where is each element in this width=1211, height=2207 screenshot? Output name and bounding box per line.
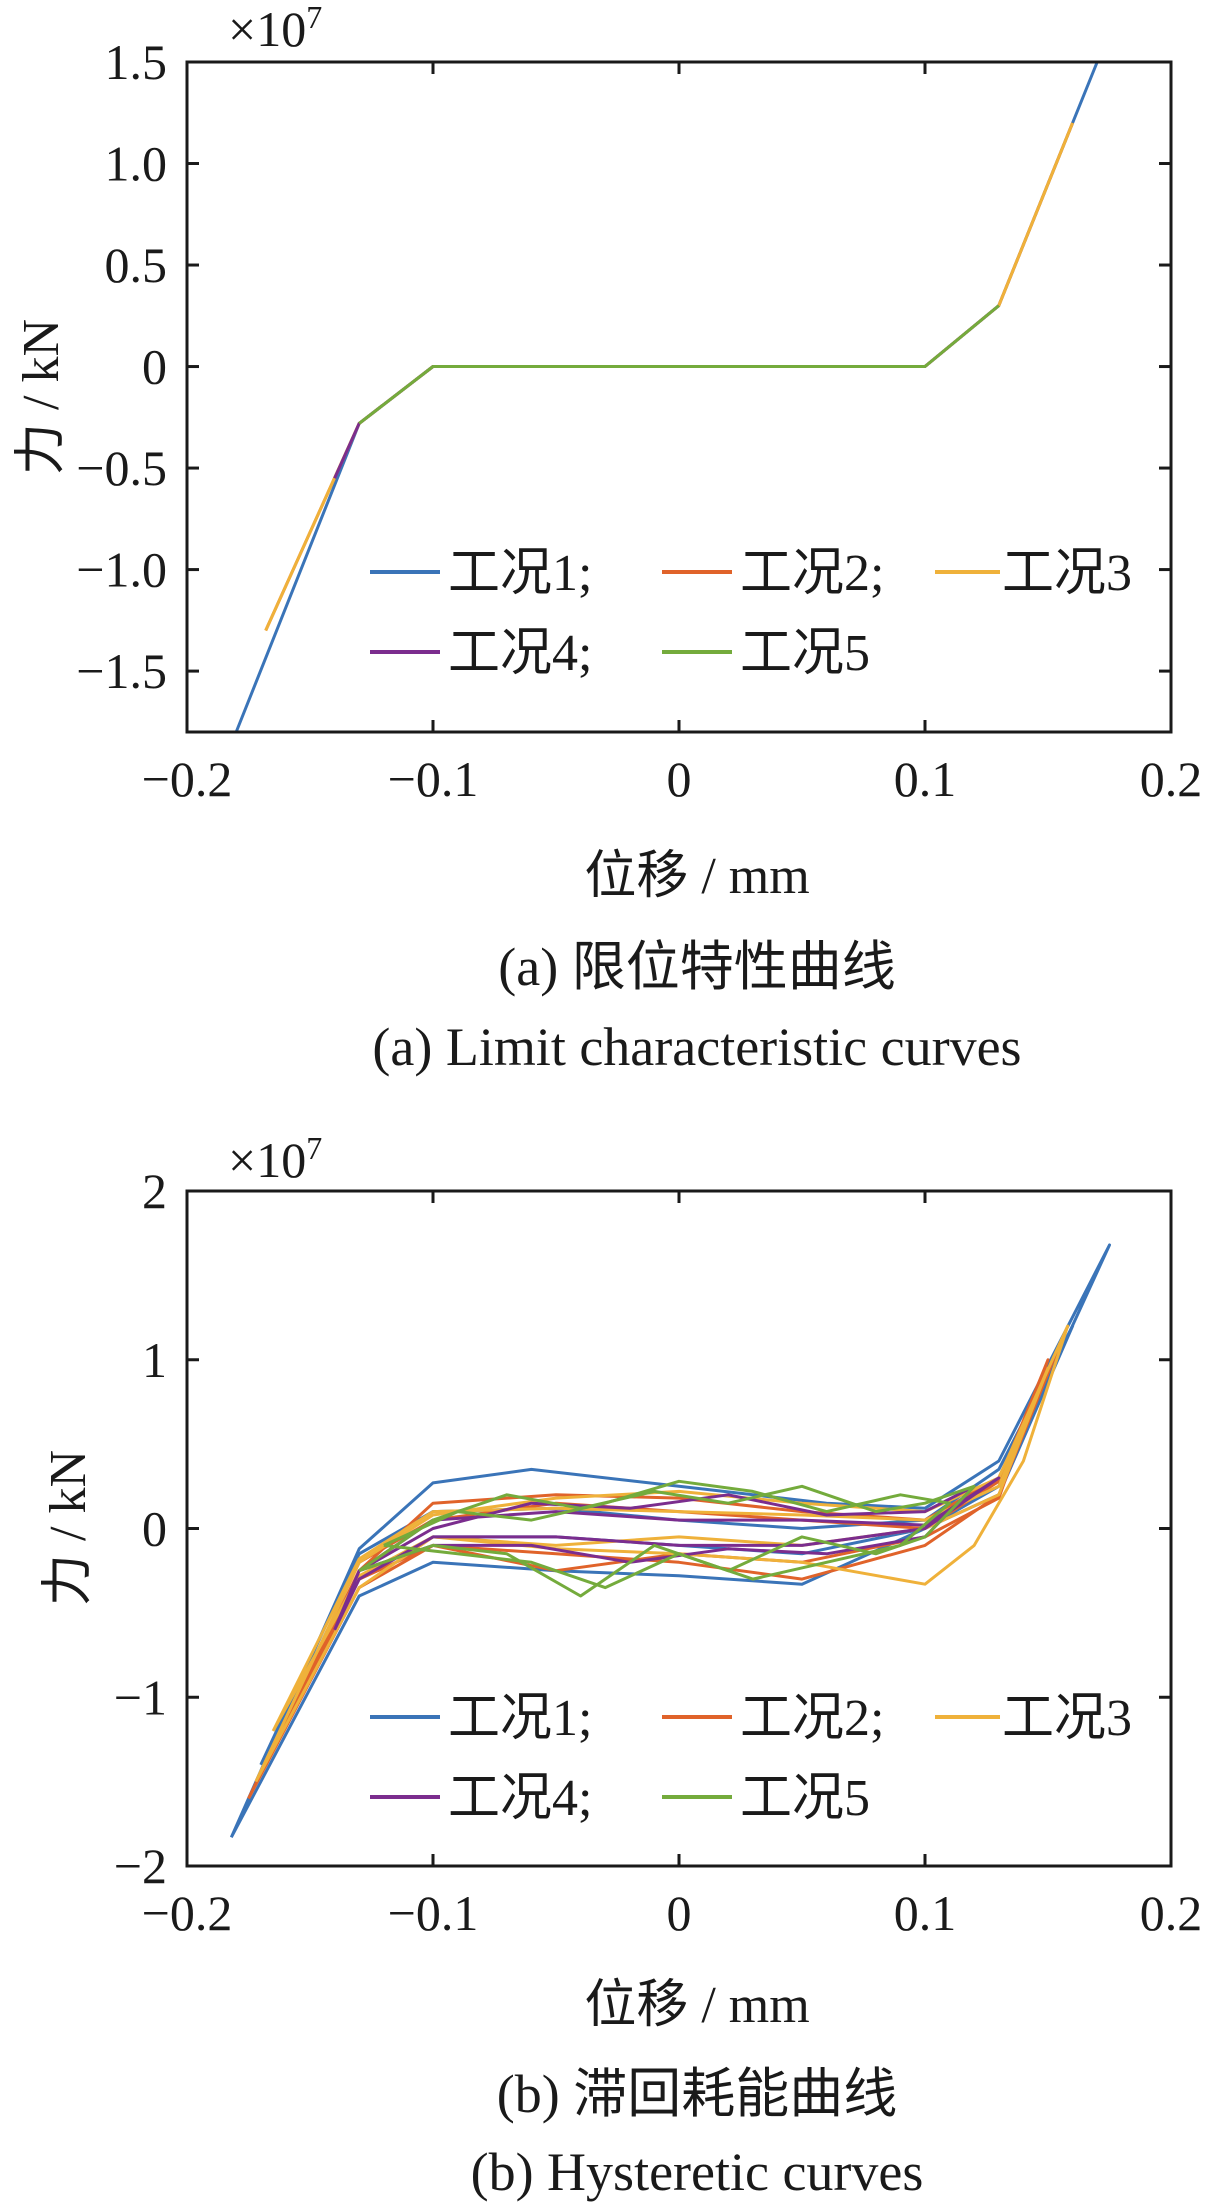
x-tick-label: 0 [667,1885,692,1941]
series-line-2 [264,122,1074,632]
panel-b-series-group [229,1243,1111,1839]
x-tick-label: 0.1 [894,1885,957,1941]
panel-a-exponent-power: 7 [306,0,322,35]
x-tick-label: −0.1 [388,751,479,807]
legend-label: 工况4; [448,625,592,682]
x-tick-label: 0.2 [1140,751,1203,807]
panel-b-exponent: ×107 [228,1130,322,1188]
legend-item-4: 工况4; [370,1770,592,1827]
x-tick-label: −0.2 [142,751,233,807]
legend-label: 工况2; [740,545,884,602]
y-tick-label: −2 [114,1838,167,1894]
x-tick-label: 0.1 [894,751,957,807]
y-tick-label: 0 [142,1501,167,1557]
legend-label: 工况3 [1002,1690,1132,1747]
series-line-1 [234,61,1099,733]
y-tick-label: 1.0 [105,136,168,192]
series-line-1-loop-1 [229,1243,1111,1839]
x-tick-label: −0.2 [142,1885,233,1941]
legend-item-3: 工况3 [935,1690,1132,1747]
y-tick-label: −1 [114,1669,167,1725]
panel-a-caption-zh: (a) 限位特性曲线 [498,937,895,997]
panel-a-chart: −0.2 −0.1 0 0.1 0.2 1.5 1.0 0.5 0 −0.5 −1.0 −1.5 ×… [13,0,1202,1077]
x-tick-label: 0.2 [1140,1885,1203,1941]
panel-b-caption-zh: (b) 滞回耗能曲线 [497,2064,897,2124]
legend-item-2: 工况2; [662,545,884,602]
panel-b-exponent-power: 7 [306,1130,322,1166]
legend-label: 工况3 [1002,545,1132,602]
panel-a-exponent: ×107 [228,0,322,57]
panel-b-exponent-base: ×10 [228,1132,306,1188]
panel-a-exponent-base: ×10 [228,1,306,57]
x-tick-label: 0 [667,751,692,807]
y-tick-label: 2 [142,1163,167,1219]
legend-label: 工况2; [740,1690,884,1747]
series-line-3-loop-2 [271,1366,1050,1732]
legend-label: 工况4; [448,1770,592,1827]
panel-b-chart: −0.2 −0.1 0 0.1 0.2 2 1 0 −1 −2 ×107 力 / kN 位移 /… [40,1130,1202,2202]
panel-a-legend: 工况1; 工况2; 工况3 工况4; 工况5 [370,545,1132,682]
legend-label: 工况1; [448,1690,592,1747]
legend-item-1: 工况1; [370,1690,592,1747]
legend-label: 工况5 [740,1770,870,1827]
panel-b-caption-en: (b) Hysteretic curves [471,2142,924,2202]
panel-b-axes-frame [185,1189,1173,1868]
panel-a-caption-en: (a) Limit characteristic curves [372,1017,1021,1077]
series-line-4 [333,304,1000,479]
panel-b-legend: 工况1; 工况2; 工况3 工况4; 工况5 [370,1690,1132,1827]
panel-a-axes-frame [185,60,1173,734]
x-tick-label: −0.1 [388,1885,479,1941]
legend-label: 工况5 [740,625,870,682]
legend-item-1: 工况1; [370,545,592,602]
series-line-5-loop-2 [383,1479,952,1590]
y-tick-label: 1 [142,1332,167,1388]
panel-a-x-ticks: −0.2 −0.1 0 0.1 0.2 [142,62,1203,807]
legend-item-5: 工况5 [662,625,870,682]
y-tick-label: −1.5 [76,643,167,699]
series-line-3 [264,122,1074,632]
panel-a-x-axis-label: 位移 / mm [584,848,809,905]
y-tick-label: 0.5 [105,237,168,293]
panel-a-y-ticks: 1.5 1.0 0.5 0 −0.5 −1.0 −1.5 [76,34,1171,699]
panel-a-y-axis-label: 力 / kN [13,319,70,475]
y-tick-label: 0 [142,339,167,395]
panel-b-x-axis-label: 位移 / mm [584,1977,809,2034]
legend-item-5: 工况5 [662,1770,870,1827]
panel-b-y-ticks: 2 1 0 −1 −2 [114,1163,1171,1894]
y-tick-label: −0.5 [76,440,167,496]
y-tick-label: 1.5 [105,34,168,90]
legend-label: 工况1; [448,545,592,602]
legend-item-2: 工况2; [662,1690,884,1747]
y-tick-label: −1.0 [76,542,167,598]
legend-item-3: 工况3 [935,545,1132,602]
panel-b-x-ticks: −0.2 −0.1 0 0.1 0.2 [142,1191,1203,1941]
legend-item-4: 工况4; [370,625,592,682]
panel-b-y-axis-label: 力 / kN [40,1450,97,1606]
series-line-5 [358,304,1000,425]
panel-a-series-group [234,61,1099,733]
